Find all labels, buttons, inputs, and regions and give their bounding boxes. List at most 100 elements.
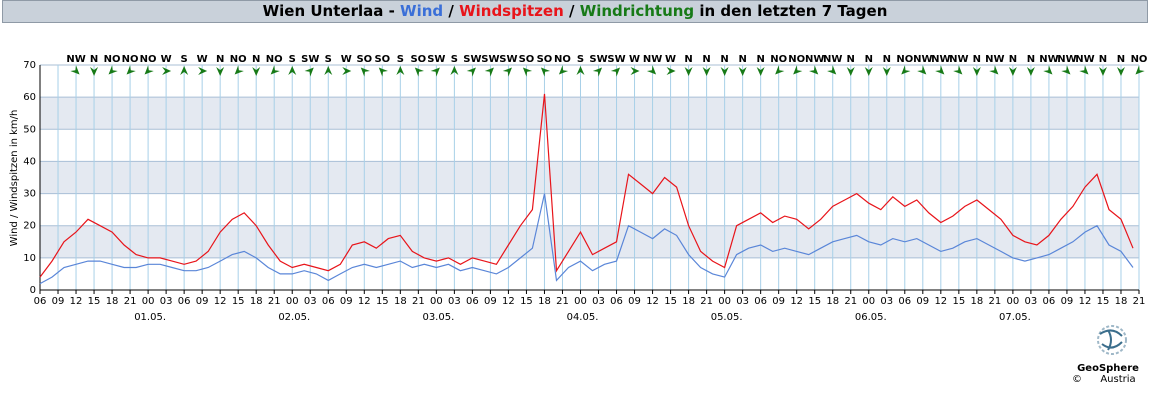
x-tick-label: 21 — [989, 296, 1002, 307]
x-tick-label: 12 — [70, 296, 83, 307]
direction-label: W — [629, 54, 640, 65]
copyright: © — [1072, 374, 1082, 385]
direction-arrow — [1079, 65, 1089, 75]
x-tick-label: 03 — [592, 296, 605, 307]
direction-label: N — [1027, 54, 1035, 65]
direction-arrow — [989, 65, 999, 75]
direction-label: W — [197, 54, 208, 65]
x-tick-label: 18 — [250, 296, 263, 307]
x-tick-label: 18 — [106, 296, 119, 307]
x-tick-label: 00 — [862, 296, 875, 307]
direction-label: NW — [985, 54, 1004, 65]
direction-arrow — [144, 65, 154, 75]
logo-name: GeoSphere — [1077, 363, 1139, 374]
direction-label: NW — [1075, 54, 1094, 65]
title-part: Wien Unterlaa - — [262, 2, 401, 20]
x-tick-label: 12 — [1079, 296, 1092, 307]
x-tick-label: 15 — [376, 296, 389, 307]
x-tick-label: 03 — [160, 296, 173, 307]
direction-label: W — [161, 54, 172, 65]
x-tick-label: 18 — [1115, 296, 1128, 307]
shaded-band — [40, 225, 1139, 258]
x-tick-label: 06 — [898, 296, 911, 307]
y-tick-label: 60 — [23, 92, 36, 103]
y-tick-label: 70 — [23, 60, 36, 71]
direction-label: N — [738, 54, 746, 65]
direction-label: S — [181, 54, 188, 65]
x-tick-label: 15 — [520, 296, 533, 307]
x-tick-label: 15 — [952, 296, 965, 307]
direction-arrow — [592, 67, 603, 77]
direction-label: N — [1009, 54, 1017, 65]
direction-label: N — [216, 54, 224, 65]
x-tick-label: 03 — [1025, 296, 1038, 307]
y-axis-label: Wind / Windspitzen in km/h — [9, 110, 20, 247]
direction-label: S — [289, 54, 296, 65]
direction-arrow — [378, 67, 388, 77]
x-tick-label: 06 — [178, 296, 191, 307]
direction-arrow — [1135, 65, 1145, 75]
x-tick-label: 00 — [718, 296, 731, 307]
direction-label: NO — [122, 54, 139, 65]
y-tick-label: 40 — [23, 156, 36, 167]
direction-label: SO — [519, 54, 535, 65]
direction-arrow — [882, 67, 891, 76]
logo-ring — [1097, 325, 1127, 355]
direction-label: N — [702, 54, 710, 65]
direction-label: N — [720, 54, 728, 65]
direction-arrow — [1026, 67, 1035, 76]
direction-label: SW — [481, 54, 499, 65]
direction-arrow — [901, 65, 911, 75]
x-tick-label: 06 — [34, 296, 47, 307]
direction-label: SO — [537, 54, 553, 65]
direction-label: NO — [140, 54, 157, 65]
direction-arrow — [396, 66, 405, 75]
x-tick-label: 00 — [142, 296, 155, 307]
date-label: 04.05. — [567, 312, 599, 323]
direction-label: N — [252, 54, 260, 65]
direction-arrow — [108, 65, 118, 75]
direction-arrow — [846, 67, 855, 76]
x-tick-label: 15 — [88, 296, 101, 307]
logo — [1097, 325, 1127, 355]
direction-arrow — [540, 67, 551, 77]
direction-arrow — [827, 65, 837, 75]
direction-arrow — [917, 65, 927, 75]
direction-label: NW — [1057, 54, 1076, 65]
direction-arrow — [1116, 67, 1125, 76]
title-part: Windrichtung — [579, 2, 695, 20]
direction-arrow — [809, 65, 819, 75]
y-tick-label: 20 — [23, 221, 36, 232]
direction-label: N — [847, 54, 855, 65]
y-tick-label: 30 — [23, 189, 36, 200]
direction-arrow — [324, 66, 333, 75]
direction-label: N — [883, 54, 891, 65]
direction-arrow — [466, 67, 476, 77]
direction-label: N — [684, 54, 692, 65]
direction-label: SW — [589, 54, 607, 65]
x-tick-label: 12 — [790, 296, 803, 307]
title-part: Windspitzen — [459, 2, 564, 20]
title-part: Wind — [400, 2, 444, 20]
direction-arrow — [558, 65, 569, 75]
x-tick-label: 06 — [466, 296, 479, 307]
direction-arrow — [972, 67, 981, 76]
title-part: / — [563, 2, 580, 20]
date-label: 02.05. — [278, 312, 310, 323]
x-tick-label: 09 — [772, 296, 785, 307]
y-tick-label: 10 — [23, 253, 36, 264]
logo-sub: Austria — [1100, 374, 1135, 385]
title-part: / — [443, 2, 460, 20]
direction-label: NO — [788, 54, 805, 65]
x-tick-label: 15 — [1097, 296, 1110, 307]
direction-arrow — [720, 67, 729, 76]
direction-arrow — [864, 67, 873, 76]
x-tick-label: 06 — [322, 296, 335, 307]
direction-label: S — [451, 54, 458, 65]
direction-arrow — [126, 65, 136, 75]
direction-label: NW — [643, 54, 662, 65]
x-tick-label: 21 — [124, 296, 137, 307]
date-label: 05.05. — [711, 312, 743, 323]
direction-arrow — [630, 67, 640, 75]
direction-label: SW — [499, 54, 517, 65]
